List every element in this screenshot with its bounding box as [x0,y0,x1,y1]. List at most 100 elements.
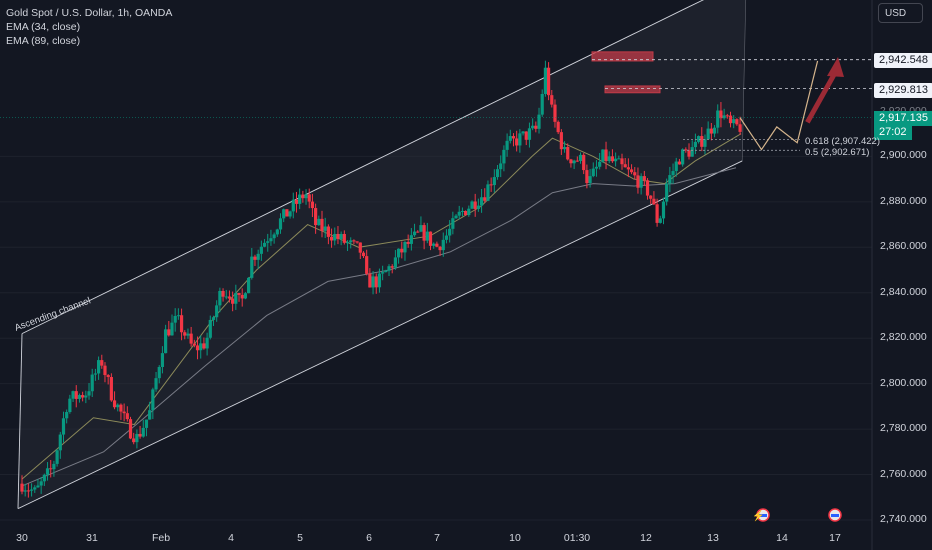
candle [601,149,605,163]
candle [135,429,139,449]
candle [215,300,219,322]
candle [39,477,43,494]
candle [709,122,713,141]
candle-body [23,490,27,492]
candle [272,232,276,244]
candle [620,153,624,170]
candle [738,116,742,135]
candle-body [661,201,666,219]
candle [489,177,493,192]
candle-body [326,226,330,237]
candle-body [29,489,34,491]
candle-body [588,176,592,184]
candle-body [467,208,471,216]
candle [298,188,302,210]
candle-body [728,115,733,124]
candle-body [409,235,413,244]
candle [154,371,158,392]
candle-body [626,167,630,170]
candle [393,250,398,270]
candle-body [527,128,532,140]
currency-selector[interactable]: USD [878,3,923,23]
candle-body [368,273,372,288]
candle-body [620,158,624,165]
candle-body [345,242,350,244]
candle-body [636,175,640,188]
candle [192,339,196,348]
candle [336,226,340,245]
symbol-title[interactable]: Gold Spot / U.S. Dollar, 1h, OANDA [6,7,173,19]
candle [668,166,672,193]
candle [690,140,694,157]
candle-body [195,345,200,351]
candle [333,227,337,246]
ema34-legend[interactable]: EMA (34, close) [6,21,81,33]
candle-body [329,236,334,241]
candle-body [460,210,465,212]
ema89-legend[interactable]: EMA (89, close) [6,35,81,47]
candle-body [294,199,299,204]
candle [649,195,653,204]
candle [202,337,206,350]
candle [677,158,682,165]
candle [304,189,308,205]
bullish-arrow-shaft [805,71,838,124]
candle-body [543,67,548,94]
candle-body [639,176,643,188]
candle [179,308,184,341]
candle [361,251,366,259]
candle [483,188,487,203]
candle [352,239,356,245]
candle-body [540,93,544,115]
candle [237,292,241,302]
candle [706,121,710,140]
candle [476,198,480,212]
candle [540,89,544,117]
candle [173,308,177,332]
candle-body [349,240,353,243]
candle-body [575,160,579,162]
candle [317,215,321,226]
candle-body [301,194,305,199]
candle [234,284,238,310]
candle [84,390,88,404]
candle [170,314,174,336]
candle [119,403,123,420]
candle [116,403,120,412]
candle [416,230,420,233]
x-tick-label: 5 [297,532,303,544]
candle-body [189,333,193,344]
candle-body [374,276,378,288]
candle [511,133,516,147]
resistance-zone [591,51,654,62]
candle [345,240,350,251]
candle [282,208,286,223]
candle [71,390,75,403]
candle-body [518,133,522,146]
candle-body [90,374,94,392]
x-tick-label: 4 [228,532,234,544]
candle-body [237,293,241,295]
candle-body [693,141,697,148]
candle [49,460,53,478]
candle-body [473,201,477,209]
candle-body [298,194,302,204]
fib-618-label: 0.618 (2,907.422) [805,136,881,147]
candle-body [416,231,420,233]
candle-body [524,131,528,140]
candle-body [215,305,219,318]
candle [278,213,283,234]
candle-body [71,391,75,399]
candle [409,227,413,251]
candle-body [138,433,142,437]
candle-body [221,290,225,297]
candle [205,332,209,356]
candle [623,158,627,168]
candle [342,230,346,245]
candle [722,108,726,120]
projection [739,56,844,151]
candle-body [246,277,251,294]
candle [176,308,180,320]
candle-body [240,294,244,299]
